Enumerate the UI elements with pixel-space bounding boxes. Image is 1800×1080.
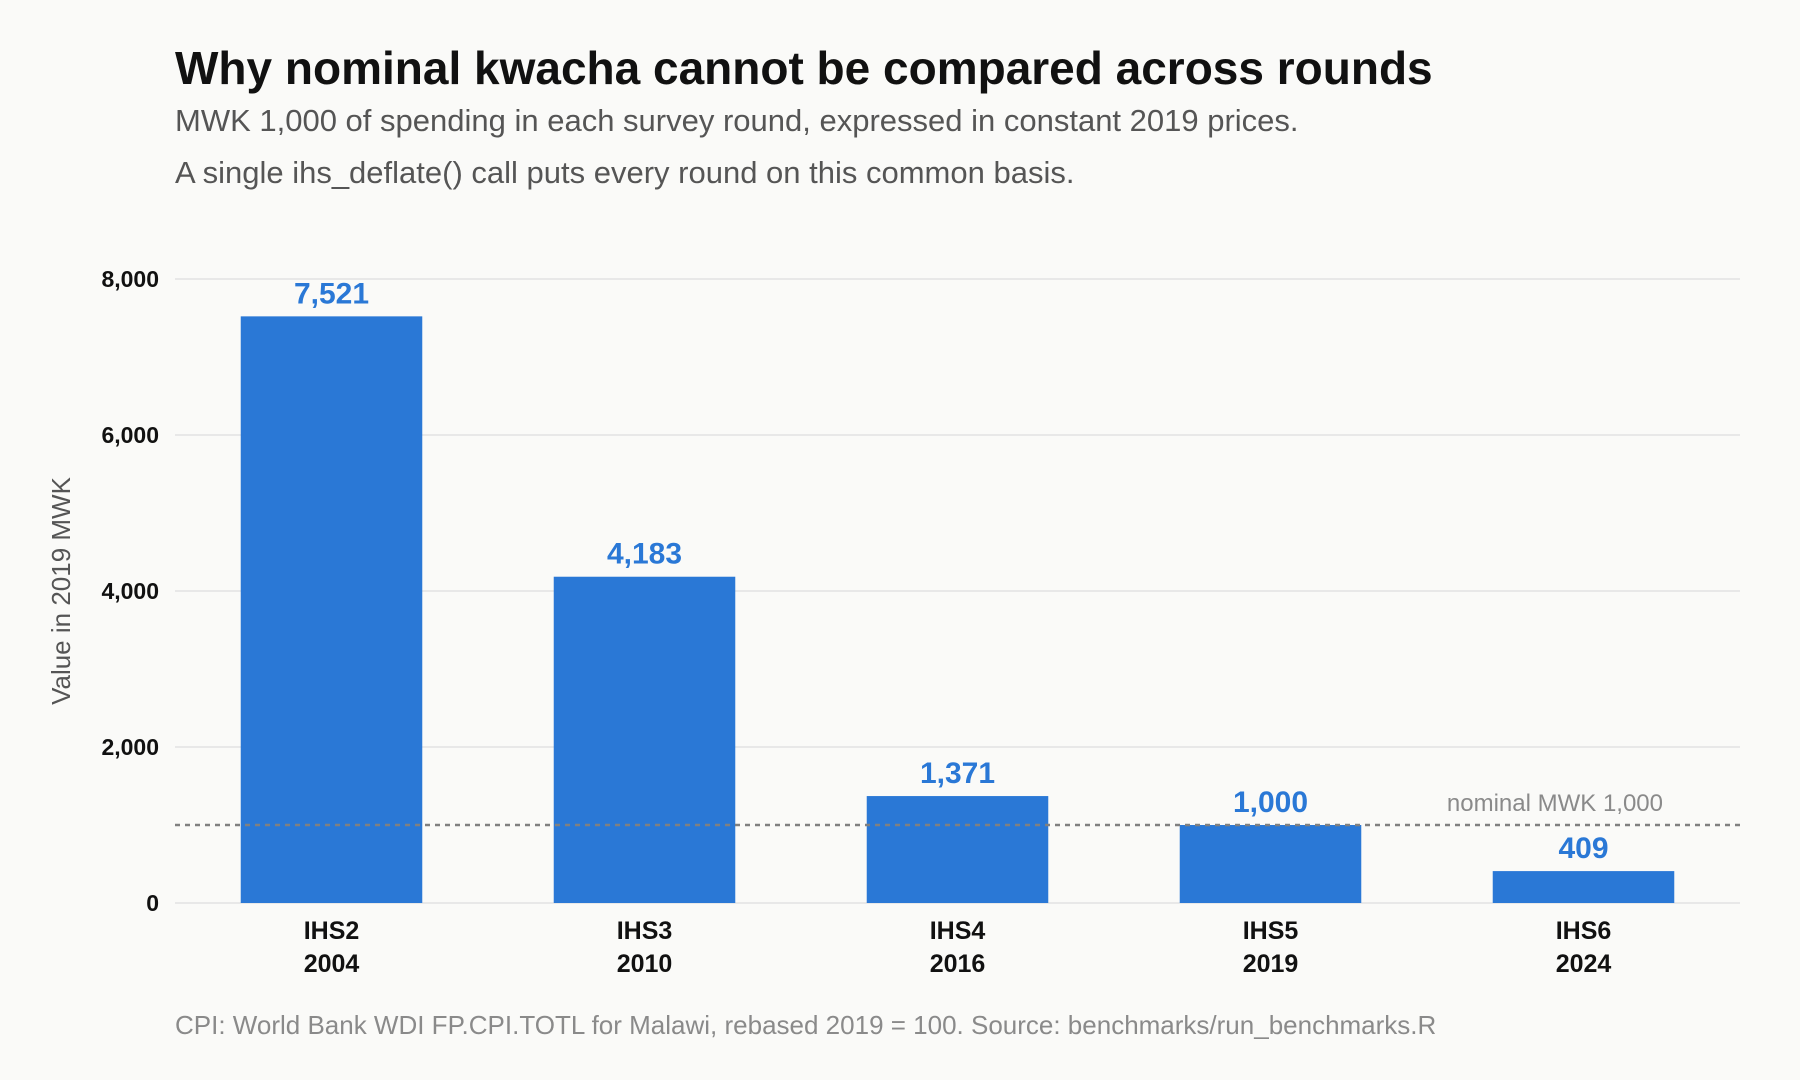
y-tick-label: 8,000 xyxy=(101,266,159,292)
x-tick-label: IHS2 xyxy=(304,917,360,945)
x-tick-label: IHS3 xyxy=(617,917,673,945)
data-label: 4,183 xyxy=(607,538,682,571)
gridlines xyxy=(175,278,1740,904)
bar xyxy=(1179,825,1362,903)
bar xyxy=(553,576,736,903)
chart-caption: CPI: World Bank WDI FP.CPI.TOTL for Mala… xyxy=(175,1010,1436,1040)
y-tick-label: 4,000 xyxy=(101,578,159,604)
y-tick-label: 2,000 xyxy=(101,734,159,760)
reference-line-label: nominal MWK 1,000 xyxy=(1447,790,1663,817)
bars xyxy=(240,316,1675,903)
data-label: 409 xyxy=(1558,832,1608,865)
x-tick-label: 2016 xyxy=(930,950,986,978)
chart-subtitle-line-1: MWK 1,000 of spending in each survey rou… xyxy=(175,103,1299,138)
y-tick-label: 0 xyxy=(146,890,159,916)
bar xyxy=(866,796,1049,903)
data-label: 1,000 xyxy=(1233,786,1308,819)
y-tick-label: 6,000 xyxy=(101,422,159,448)
x-tick-label: 2004 xyxy=(304,950,360,978)
x-tick-label: IHS5 xyxy=(1243,917,1299,945)
y-axis-label: Value in 2019 MWK xyxy=(46,476,76,705)
x-axis-ticks: IHS2 2004 IHS3 2010 IHS4 2016 IHS5 2019 IHS6 2024 xyxy=(304,917,1612,978)
data-label: 7,521 xyxy=(294,277,369,310)
y-axis-ticks: 0 2,000 4,000 6,000 8,000 xyxy=(101,266,159,916)
data-labels: 7,521 4,183 1,371 1,000 409 xyxy=(294,277,1609,865)
x-tick-label: 2024 xyxy=(1556,950,1612,978)
chart-subtitle-line-2: A single ihs_deflate() call puts every r… xyxy=(175,155,1074,190)
x-tick-label: 2010 xyxy=(617,950,673,978)
x-tick-label: 2019 xyxy=(1243,950,1299,978)
x-tick-label: IHS6 xyxy=(1556,917,1612,945)
data-label: 1,371 xyxy=(920,757,995,790)
chart-title: Why nominal kwacha cannot be compared ac… xyxy=(175,42,1433,94)
bar xyxy=(240,316,423,903)
x-tick-label: IHS4 xyxy=(930,917,986,945)
bar xyxy=(1492,871,1675,903)
